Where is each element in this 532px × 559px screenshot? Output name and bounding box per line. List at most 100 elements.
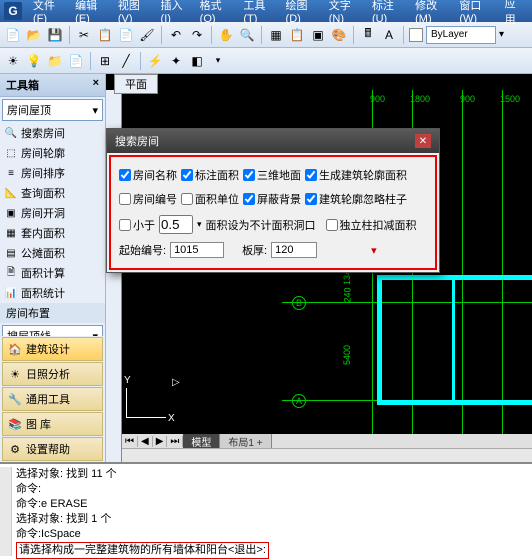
paste-icon[interactable]: 📄	[117, 26, 135, 44]
menu-app[interactable]: 应用	[500, 0, 528, 29]
shared-icon: ▤	[4, 246, 18, 260]
menu-edit[interactable]: 编辑(E)	[70, 0, 111, 27]
sheet-icon[interactable]: 📄	[67, 52, 85, 70]
menu-format[interactable]: 格式(O)	[195, 0, 237, 27]
cat-sunlight[interactable]: ☀日照分析	[2, 362, 103, 386]
lbl-slab-thick: 板厚:	[242, 242, 267, 258]
bolt-icon[interactable]: ⚡	[146, 52, 164, 70]
tab-model[interactable]: 模型	[183, 434, 220, 449]
tree-area-stat[interactable]: 📊面积统计	[0, 283, 105, 303]
tree-room-outline[interactable]: ⬚房间轮廓	[0, 143, 105, 163]
tab-layout1[interactable]: 布局1 +	[220, 434, 271, 449]
zoom-icon[interactable]: 🔍	[238, 26, 256, 44]
seek-prev-icon[interactable]: ◀	[138, 436, 153, 447]
cmdline-gutter	[0, 467, 12, 556]
cmd-prompt: 请选择构成一完整建筑物的所有墙体和阳台<退出>:	[16, 542, 269, 559]
dim-5400: 5400	[342, 345, 352, 365]
command-line[interactable]: 选择对象: 找到 11 个 命令: 命令:e ERASE 选择对象: 找到 1 …	[0, 462, 532, 556]
bulb-icon[interactable]: 💡	[25, 52, 43, 70]
tree-area-calc[interactable]: 🗎面积计算	[0, 263, 105, 283]
chk-mask-bg[interactable]: 屏蔽背景	[243, 191, 301, 207]
seek-next-icon[interactable]: ▶	[153, 436, 168, 447]
input-slab-thick[interactable]	[271, 242, 317, 258]
hole-icon: ▣	[4, 206, 18, 220]
match-icon[interactable]: 🖌	[138, 26, 156, 44]
star-icon[interactable]: ✦	[167, 52, 185, 70]
lbl-hole-area: 面积设为不计面积洞口	[206, 217, 316, 233]
chk-ignore-column[interactable]: 建筑轮廓忽略柱子	[305, 191, 407, 207]
input-threshold[interactable]	[159, 215, 193, 234]
chk-label-area[interactable]: 标注面积	[181, 167, 239, 183]
tree-query-area[interactable]: 📐查询面积	[0, 183, 105, 203]
calc-icon[interactable]: 🖩	[359, 26, 377, 44]
tool9-icon[interactable]: ◧	[188, 52, 206, 70]
chk-room-name[interactable]: 房间名称	[119, 167, 177, 183]
line-icon[interactable]: ╱	[117, 52, 135, 70]
menu-dim[interactable]: 标注(U)	[367, 0, 408, 27]
grid-icon[interactable]: ⊞	[96, 52, 114, 70]
sidebar-close-icon[interactable]: ×	[93, 77, 99, 93]
folder-icon[interactable]: 📁	[46, 52, 64, 70]
sidebar-combo-roomroof[interactable]: 房间屋顶▾	[2, 99, 103, 121]
house-icon: 🏠	[8, 342, 22, 356]
tree-room-sort[interactable]: ≡房间排序	[0, 163, 105, 183]
layer-bylayer-select[interactable]	[426, 26, 496, 44]
dialog-title-text: 搜索房间	[115, 133, 159, 149]
search-room-dialog: 搜索房间 ✕ 房间名称 标注面积 三维地面 生成建筑轮廓面积 房间编号 面积单位…	[106, 128, 440, 273]
calc-icon: 🗎	[4, 266, 18, 280]
table-icon[interactable]: ▦	[267, 26, 285, 44]
tree-room-hole[interactable]: ▣房间开洞	[0, 203, 105, 223]
copy-icon[interactable]: 📋	[96, 26, 114, 44]
menu-insert[interactable]: 插入(I)	[156, 0, 193, 27]
chk-room-no[interactable]: 房间编号	[119, 191, 177, 207]
grid-label-b: B	[292, 296, 306, 310]
sidebar-combo-roofline[interactable]: 搜屋顶线▾	[2, 325, 103, 336]
tree-shared-area[interactable]: ▤公摊面积	[0, 243, 105, 263]
save-icon[interactable]: 💾	[46, 26, 64, 44]
layer-color-icon[interactable]	[409, 28, 423, 42]
dialog-titlebar[interactable]: 搜索房间 ✕	[107, 129, 439, 153]
menu-tools[interactable]: 工具(T)	[238, 0, 278, 27]
pan-icon[interactable]: ✋	[217, 26, 235, 44]
cat-settings-help[interactable]: ⚙设置帮助	[2, 437, 103, 461]
open-icon[interactable]: 📂	[25, 26, 43, 44]
tree-inner-area[interactable]: ▦套内面积	[0, 223, 105, 243]
block-icon[interactable]: ▣	[309, 26, 327, 44]
menu-view[interactable]: 视图(V)	[113, 0, 154, 27]
dialog-close-button[interactable]: ✕	[415, 134, 431, 148]
cat-general-tools[interactable]: 🔧通用工具	[2, 387, 103, 411]
view-tab-plan[interactable]: 平面	[114, 74, 158, 94]
redo-icon[interactable]: ↷	[188, 26, 206, 44]
cmdline-text: 选择对象: 找到 11 个 命令: 命令:e ERASE 选择对象: 找到 1 …	[12, 467, 532, 556]
chk-area-unit[interactable]: 面积单位	[181, 191, 239, 207]
tree-search-room[interactable]: 🔍搜索房间	[0, 123, 105, 143]
sun-icon: ☀	[8, 367, 22, 381]
menu-text[interactable]: 文字(N)	[324, 0, 365, 27]
cat-library[interactable]: 📚图 库	[2, 412, 103, 436]
text-icon[interactable]: A	[380, 26, 398, 44]
cat-arch-design[interactable]: 🏠建筑设计	[2, 337, 103, 361]
new-icon[interactable]: 📄	[4, 26, 22, 44]
seek-first-icon[interactable]: ⏮	[122, 436, 138, 447]
layout-tabs: ⏮ ◀ ▶ ⏭ 模型 布局1 +	[122, 434, 532, 448]
menu-modify[interactable]: 修改(M)	[410, 0, 452, 27]
gear-icon: ⚙	[8, 442, 22, 456]
paint-icon[interactable]: 🎨	[330, 26, 348, 44]
scrollbar-horizontal[interactable]	[122, 448, 532, 462]
sun-icon[interactable]: ☀	[4, 52, 22, 70]
chevron-down-icon: ▾	[92, 104, 98, 117]
menu-file[interactable]: 文件(F)	[28, 0, 68, 27]
menu-window[interactable]: 窗口(W)	[454, 0, 497, 27]
chk-gen-outline-area[interactable]: 生成建筑轮廓面积	[305, 167, 407, 183]
input-start-no[interactable]	[170, 242, 224, 258]
chk-column-deduct[interactable]: 独立柱扣减面积	[326, 217, 417, 233]
seek-last-icon[interactable]: ⏭	[167, 436, 183, 447]
chk-3d-floor[interactable]: 三维地面	[243, 167, 301, 183]
cut-icon[interactable]: ✂	[75, 26, 93, 44]
undo-icon[interactable]: ↶	[167, 26, 185, 44]
app-logo-icon: G	[4, 2, 22, 20]
red-mark-icon: ▾	[371, 244, 377, 257]
props-icon[interactable]: 📋	[288, 26, 306, 44]
menu-draw[interactable]: 绘图(D)	[281, 0, 322, 27]
chk-less-than[interactable]: 小于	[119, 217, 155, 233]
